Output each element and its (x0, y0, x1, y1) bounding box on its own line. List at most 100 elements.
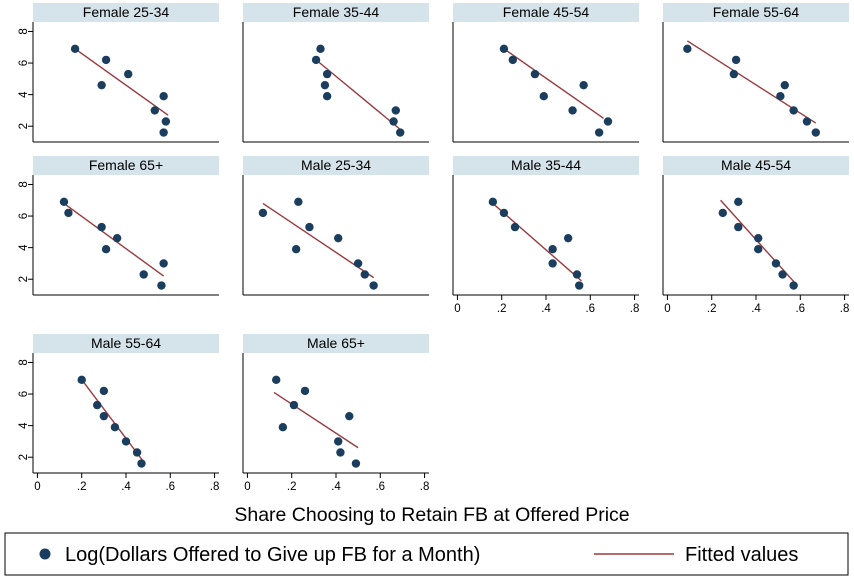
data-point (802, 117, 812, 126)
data-point (320, 80, 330, 90)
data-point (294, 197, 303, 207)
data-point (718, 208, 727, 218)
data-point (159, 259, 168, 268)
data-point (510, 222, 520, 232)
data-point (305, 222, 314, 232)
data-point (97, 80, 106, 90)
data-point (811, 128, 820, 137)
y-tick-label: 2 (18, 123, 30, 129)
panel-strip (243, 3, 429, 22)
panel: Male 25-34 (242, 156, 429, 296)
x-tick-label: .8 (420, 481, 430, 493)
data-point (548, 259, 557, 268)
panel: Male 35-44 0 .2 .4 .6 .8 (452, 156, 640, 315)
data-point (289, 400, 299, 410)
data-point (77, 375, 86, 385)
fitted-line (78, 376, 145, 463)
data-point (112, 233, 122, 243)
data-point (780, 80, 789, 90)
panel-strip (453, 3, 639, 22)
x-tick-label: .4 (541, 303, 551, 315)
panel-title: Male 35-44 (511, 157, 581, 173)
panel-title: Female 35-44 (293, 4, 380, 20)
x-tick-label: .8 (630, 303, 640, 315)
data-point (396, 128, 405, 137)
y-tick-label: 4 (18, 422, 30, 429)
data-point (157, 281, 166, 290)
panel: Female 35-44 (242, 3, 429, 143)
data-point (59, 197, 69, 207)
data-point (258, 208, 268, 218)
data-point (548, 245, 557, 254)
y-tick-label: 4 (18, 91, 30, 98)
x-tick-label: .6 (375, 481, 385, 493)
data-point (353, 259, 363, 268)
x-tick-label: .8 (840, 303, 850, 315)
fitted-line (273, 391, 359, 449)
data-point (789, 281, 798, 290)
x-tick-label: .2 (287, 481, 297, 493)
panel: Female 45-54 (452, 3, 639, 143)
panel-strip (33, 3, 219, 22)
data-point (322, 69, 332, 79)
panel-title: Female 45-54 (503, 4, 590, 20)
x-tick-label: .2 (77, 481, 87, 493)
legend-line-label: Fitted values (685, 544, 798, 566)
fitted-line (492, 202, 582, 282)
data-point (568, 106, 577, 115)
data-point (97, 222, 106, 232)
y-tick-label: 4 (18, 244, 30, 251)
data-point (345, 411, 354, 421)
fitted-line (501, 46, 604, 119)
x-tick-label: 0 (244, 481, 250, 493)
data-point (99, 411, 109, 421)
x-tick-label: 0 (664, 303, 670, 315)
data-point (731, 55, 741, 65)
data-point (729, 69, 739, 79)
panel-title: Female 25-34 (83, 4, 170, 20)
x-tick-label: 0 (454, 303, 460, 315)
panel: Female 25-34 2 4 6 8 (18, 3, 219, 143)
data-point (563, 233, 573, 243)
data-point (316, 44, 325, 54)
data-point (778, 270, 787, 279)
data-point (70, 44, 80, 54)
data-point (132, 448, 142, 457)
data-point (594, 128, 604, 137)
data-point (572, 270, 582, 279)
x-axis-title: Share Choosing to Retain FB at Offered P… (234, 504, 629, 526)
x-tick-label: 0 (34, 481, 40, 493)
panel-strip (243, 334, 429, 353)
panel: Female 55-64 (662, 3, 849, 143)
data-point (754, 245, 763, 254)
data-point (499, 44, 509, 54)
data-point (311, 55, 321, 65)
panel: Male 55-64 2 4 6 8 0 .2 .4 .6 .8 (18, 334, 219, 493)
panel-strip (33, 334, 219, 353)
data-point (334, 437, 343, 446)
panel-title: Male 45-54 (721, 157, 791, 173)
y-tick-label: 8 (18, 28, 30, 34)
x-tick-label: .6 (585, 303, 595, 315)
panel-strip (243, 156, 429, 175)
data-point (579, 80, 588, 90)
x-tick-label: .2 (497, 303, 507, 315)
panel-title: Female 65+ (89, 157, 163, 173)
data-point (789, 106, 798, 115)
x-tick-label: .2 (707, 303, 717, 315)
legend-points-label: Log(Dollars Offered to Give up FB for a … (65, 544, 480, 566)
data-point (99, 386, 109, 396)
x-tick-label: .4 (751, 303, 761, 315)
panels-layer: Female 25-34 2 4 6 8 Female 35-44 Female 45-54… (18, 3, 849, 493)
data-point (272, 375, 281, 385)
data-point (161, 117, 171, 126)
y-tick-label: 6 (18, 60, 30, 66)
data-point (603, 117, 613, 126)
x-tick-label: .4 (331, 481, 341, 493)
data-point (771, 259, 781, 268)
data-point (64, 208, 73, 218)
y-tick-label: 6 (18, 391, 30, 397)
panel-title: Male 65+ (307, 335, 365, 351)
data-point (159, 128, 168, 137)
data-point (101, 55, 111, 65)
